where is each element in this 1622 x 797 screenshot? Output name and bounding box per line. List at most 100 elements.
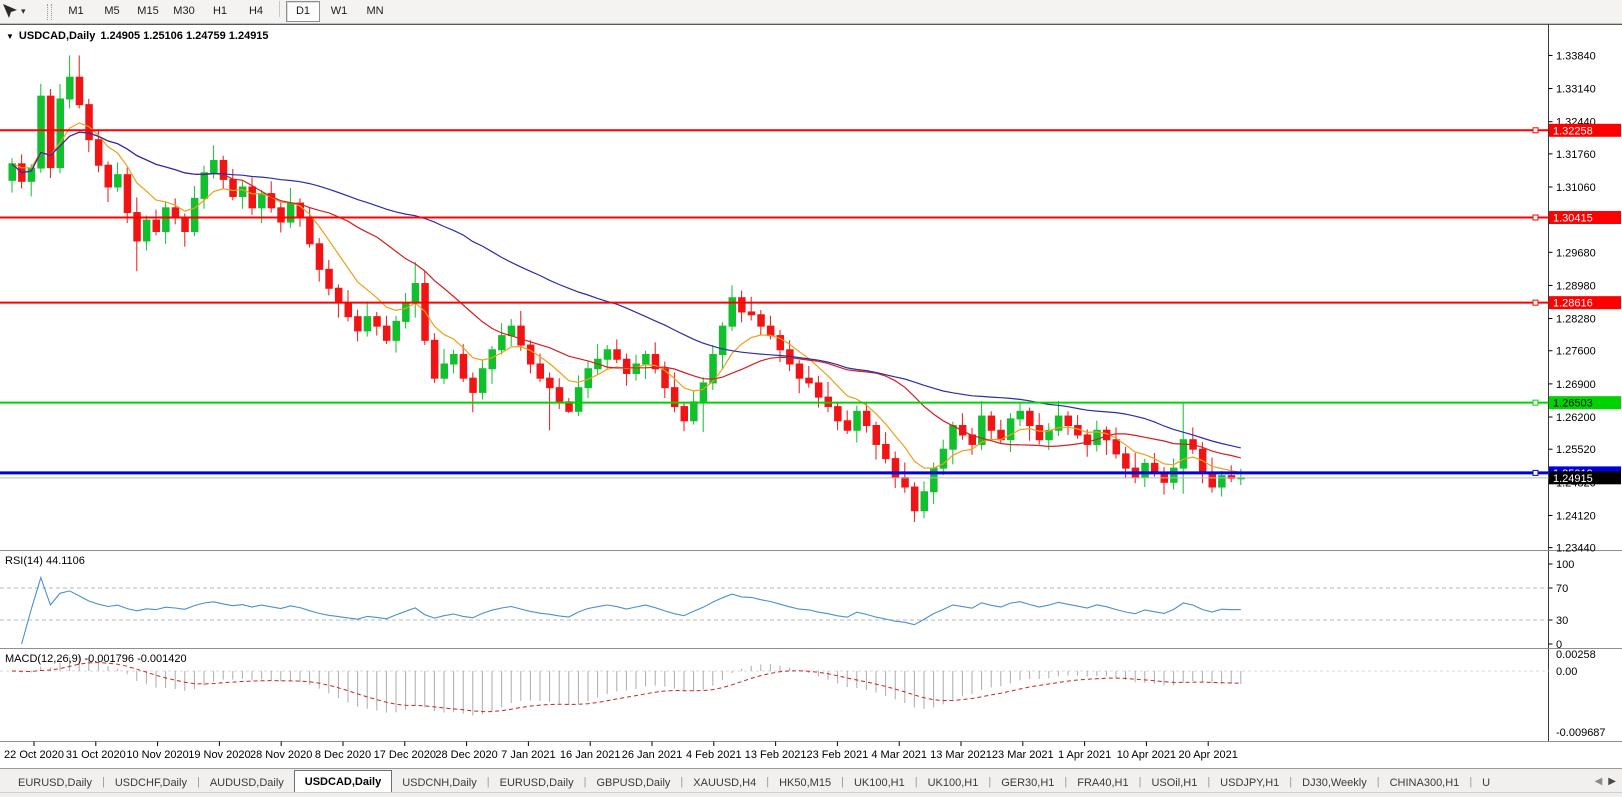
candle [939,448,948,469]
candle [632,363,640,374]
timeframe-button-W1[interactable]: W1 [330,5,348,17]
chart-canvas[interactable]: 1.338401.331401.324401.317601.310601.296… [0,24,1622,768]
candle [978,415,986,445]
candle [834,406,842,422]
chart-tab-HK50-M15[interactable]: HK50,M15 [779,777,832,789]
chart-tab-XAUUSD-H4[interactable]: XAUUSD,H4 [693,777,757,789]
chart-tab-USDCHF-Daily[interactable]: USDCHF,Daily [114,777,187,789]
candle [315,243,324,270]
time-axis[interactable] [0,742,1622,768]
chart-tab-EURUSD-Daily[interactable]: EURUSD,Daily [18,777,92,789]
chart-tab-FRA40-H1[interactable]: FRA40,H1 [1077,777,1129,789]
candle [613,349,621,360]
chart-tabs: EURUSD,Daily | USDCHF,Daily | AUDUSD,Daily US… [8,770,1500,793]
candle [1064,415,1072,427]
price-tick-label: 1.27600 [1556,346,1596,358]
rsi-panel[interactable]: RSI(14) 44.1106 [0,551,1548,648]
timeframe-button-H4[interactable]: H4 [248,5,264,17]
chart-tab-USDCAD-Daily[interactable]: USDCAD,Daily [293,770,393,793]
price-tick-label: 1.26900 [1556,379,1596,391]
candle [1218,475,1226,488]
level-price-tag [1549,211,1621,225]
chart-symbol-period: USDCAD,Daily [18,30,96,42]
level-line-handle[interactable] [1532,399,1539,406]
tab-separator: | [486,775,490,788]
level-price-tag [1549,123,1621,137]
tab-separator: | [1376,775,1380,788]
candle [248,186,256,209]
timeframe-button-M1[interactable]: M1 [68,5,84,17]
level-price-tag [1549,296,1621,310]
toolbar-grip[interactable] [47,3,52,20]
candle [430,339,439,379]
macd-axis-label: 0.00258 [1556,649,1596,661]
chart-tab-CHINA300-H1[interactable]: CHINA300,H1 [1389,777,1460,789]
candle [114,174,122,188]
level-line-handle[interactable] [1532,299,1539,306]
scroll-tabs-right-icon[interactable]: ▶ [1608,775,1616,787]
toolbar-divider [279,1,280,17]
level-line-handle[interactable] [1532,469,1539,476]
price-tag-label: 1.24915 [1553,473,1593,485]
chart-tab-USDCNH-Daily[interactable]: USDCNH,Daily [402,777,477,789]
macd-panel[interactable]: MACD(12,26,9) -0.001796 -0.001420 [0,649,1548,742]
candle [862,410,871,427]
level-line-handle[interactable] [1532,127,1539,134]
chart-tab-U[interactable]: U [1482,777,1491,789]
main-chart-area[interactable]: ▼ USDCAD,Daily 1.24905 1.25106 1.24759 1… [0,24,1548,551]
candle [1170,467,1178,483]
price-axis[interactable] [1548,24,1622,742]
collapse-chart-icon[interactable]: ▼ [6,31,14,41]
candle [757,314,765,327]
candle [680,406,688,422]
chart-tab-DJ30-Weekly[interactable]: DJ30,Weekly [1302,777,1367,789]
chart-tab-UK100-H1[interactable]: UK100,H1 [853,777,905,789]
chart-tab-AUDUSD-Daily[interactable]: AUDUSD,Daily [209,777,284,789]
candle [354,316,362,332]
candle [277,207,285,223]
timeframe-button-M15[interactable]: M15 [137,5,159,17]
timeframe-button-D1[interactable]: D1 [286,1,320,22]
candle [574,387,583,412]
date-label: 23 Mar 2021 [992,749,1054,761]
chart-tool-button[interactable]: ▾ [0,3,43,20]
candle [622,358,631,374]
rsi-line [21,575,1241,645]
chart-tab-bar: EURUSD,Daily | USDCHF,Daily | AUDUSD,Daily US… [0,768,1622,793]
date-label: 16 Jan 2021 [560,749,621,761]
date-label: 10 Apr 2021 [1117,749,1176,761]
price-tick-label: 1.28280 [1556,314,1596,326]
candle [1035,425,1044,441]
chart-tab-USOil-H1[interactable]: USOil,H1 [1151,777,1198,789]
chart-tab-GBPUSD-Daily[interactable]: GBPUSD,Daily [596,777,671,789]
candle [200,172,208,199]
level-price-tag [1549,396,1621,410]
candle [872,425,880,445]
price-tag-label: 1.30415 [1553,213,1593,225]
price-tick-label: 1.33140 [1556,84,1596,96]
timeframe-button-M30[interactable]: M30 [173,5,195,17]
rsi-axis-label: 0 [1556,639,1562,651]
date-label: 4 Mar 2021 [871,749,927,761]
chart-tab-UK100-H1[interactable]: UK100,H1 [927,777,979,789]
chart-tab-GER30-H1[interactable]: GER30,H1 [1001,777,1055,789]
candle [814,382,823,398]
chart-tab-EURUSD-Daily[interactable]: EURUSD,Daily [499,777,574,789]
candle [1016,410,1024,420]
candle [603,349,612,360]
timeframe-button-M5[interactable]: M5 [104,5,120,17]
chart-window: 1.33840 1.33140 1.32440 1.31760 1.31060 1.296… [0,24,1622,768]
price-tick-label: 1.31060 [1556,182,1596,194]
status-strip [0,792,1622,797]
level-line-handle[interactable] [1532,214,1539,221]
scroll-tabs-left-icon[interactable]: ◀ [1594,775,1603,787]
candle [152,219,160,232]
candle [517,325,525,346]
tab-separator: | [1064,775,1068,788]
timeframe-button-H1[interactable]: H1 [212,5,228,17]
candle [747,311,756,316]
timeframe-button-MN[interactable]: MN [366,5,384,17]
candle [1122,453,1130,469]
macd-indicator-label: MACD(12,26,9) -0.001796 -0.001420 [5,653,187,665]
chart-tab-USDJPY-H1[interactable]: USDJPY,H1 [1220,777,1280,789]
